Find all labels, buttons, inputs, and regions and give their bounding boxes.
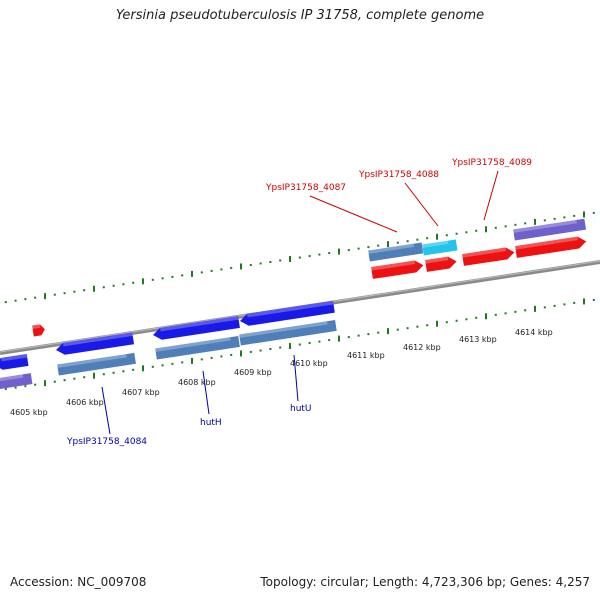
genome-title: Yersinia pseudotuberculosis IP 31758, co…	[115, 8, 485, 23]
cds-bar-4088	[422, 239, 458, 256]
topology-label: Topology: circular; Length: 4,723,306 bp…	[260, 575, 590, 589]
cds-bar-purple-left-shine	[0, 374, 24, 382]
scale-labels: 4605 kbp 4606 kbp 4607 kbp 4608 kbp 4609 kbp…	[10, 328, 553, 417]
gene-arrow-small	[32, 324, 45, 337]
gene-arrow-4088-shine	[425, 256, 449, 264]
gene-arrow-4088-body	[425, 256, 457, 272]
gene-arrow-4084	[56, 332, 135, 355]
gene-arrow-small-body	[32, 324, 45, 337]
cds-bar-huth-shine	[155, 337, 231, 352]
gene-arrow-next-body	[515, 236, 587, 258]
gene-arrow-hutu	[240, 300, 335, 326]
gene-arrow-next	[515, 236, 587, 258]
scale-label: 4612 kbp	[403, 343, 441, 352]
gene-label: YpsIP31758_4089	[451, 158, 532, 168]
gene-label: YpsIP31758_4088	[358, 170, 439, 180]
scale-label: 4607 kbp	[122, 388, 160, 397]
cds-bar-huth-body	[155, 335, 240, 360]
gene-label: hutH	[200, 418, 222, 428]
gene-label-leader	[483, 170, 499, 221]
scale-label: 4610 kbp	[290, 359, 328, 368]
scale-label: 4606 kbp	[66, 398, 104, 407]
gene-label-leader	[101, 386, 111, 435]
scale-label: 4609 kbp	[234, 368, 272, 377]
accession-label: Accession: NC_009708	[10, 575, 147, 589]
cds-bar-huth	[155, 335, 240, 360]
gene-label-leader	[309, 195, 398, 233]
top-tick-track	[4, 211, 595, 304]
gene-arrow-left-edge	[0, 353, 29, 370]
gene-arrow-small-shine	[32, 324, 41, 329]
gene-arrow-4089-body	[462, 247, 515, 266]
gene-arrow-hutu-shine	[247, 300, 334, 318]
gene-labels: YpsIP31758_4087 YpsIP31758_4088 YpsIP31758…	[66, 158, 532, 447]
gene-arrow-4087	[371, 260, 424, 279]
cds-bar-4088-shine	[422, 240, 449, 248]
gene-arrow-next-shine	[515, 236, 578, 250]
cds-bar-purple-top-body	[513, 218, 587, 241]
cds-bar-4084-body	[57, 352, 136, 376]
gene-arrow-4089	[462, 247, 515, 266]
cds-bar-4087-shine	[368, 243, 415, 254]
scale-label: 4608 kbp	[178, 378, 216, 387]
scale-label: 4611 kbp	[347, 351, 385, 360]
cds-bar-hutu	[239, 320, 337, 346]
cds-bar-purple-top-shine	[513, 219, 577, 233]
scale-label: 4605 kbp	[10, 408, 48, 417]
gene-label: YpsIP31758_4084	[66, 437, 147, 447]
gene-label-leader	[404, 182, 439, 227]
gene-label: YpsIP31758_4087	[265, 183, 346, 193]
gene-arrow-huth	[153, 316, 240, 340]
cds-bar-purple-top	[513, 218, 587, 241]
gene-arrow-huth-shine	[160, 316, 239, 332]
gene-label-leader	[202, 370, 210, 415]
cds-bar-4088-body	[422, 239, 458, 256]
cds-bar-purple-left	[0, 373, 33, 390]
cds-bar-hutu-body	[239, 320, 337, 346]
gene-arrow-4089-shine	[462, 247, 507, 258]
gene-arrow-4084-body	[56, 332, 135, 355]
gene-arrow-4087-body	[371, 260, 424, 279]
scale-label: 4613 kbp	[459, 335, 497, 344]
bottom-tick-track	[4, 298, 595, 391]
gene-arrow-4088	[425, 256, 457, 272]
gene-arrow-left-edge-body	[0, 353, 29, 370]
cds-bar-purple-left-body	[0, 373, 33, 390]
gene-arrow-4084-shine	[63, 332, 133, 347]
cds-bar-4084-shine	[57, 354, 127, 368]
cds-bar-4087-body	[368, 242, 424, 262]
gene-label: hutU	[290, 404, 312, 414]
feature-track	[0, 218, 587, 390]
cds-bar-4087	[368, 242, 424, 262]
gene-arrow-hutu-body	[240, 300, 335, 326]
gene-arrow-4087-shine	[371, 260, 416, 271]
gene-arrow-huth-body	[153, 316, 240, 340]
scale-label: 4614 kbp	[515, 328, 553, 337]
gene-label-leader	[293, 354, 299, 402]
cds-bar-hutu-shine	[239, 321, 328, 338]
cds-bar-4084	[57, 352, 136, 376]
gene-arrow-left-edge-shine	[1, 353, 28, 362]
